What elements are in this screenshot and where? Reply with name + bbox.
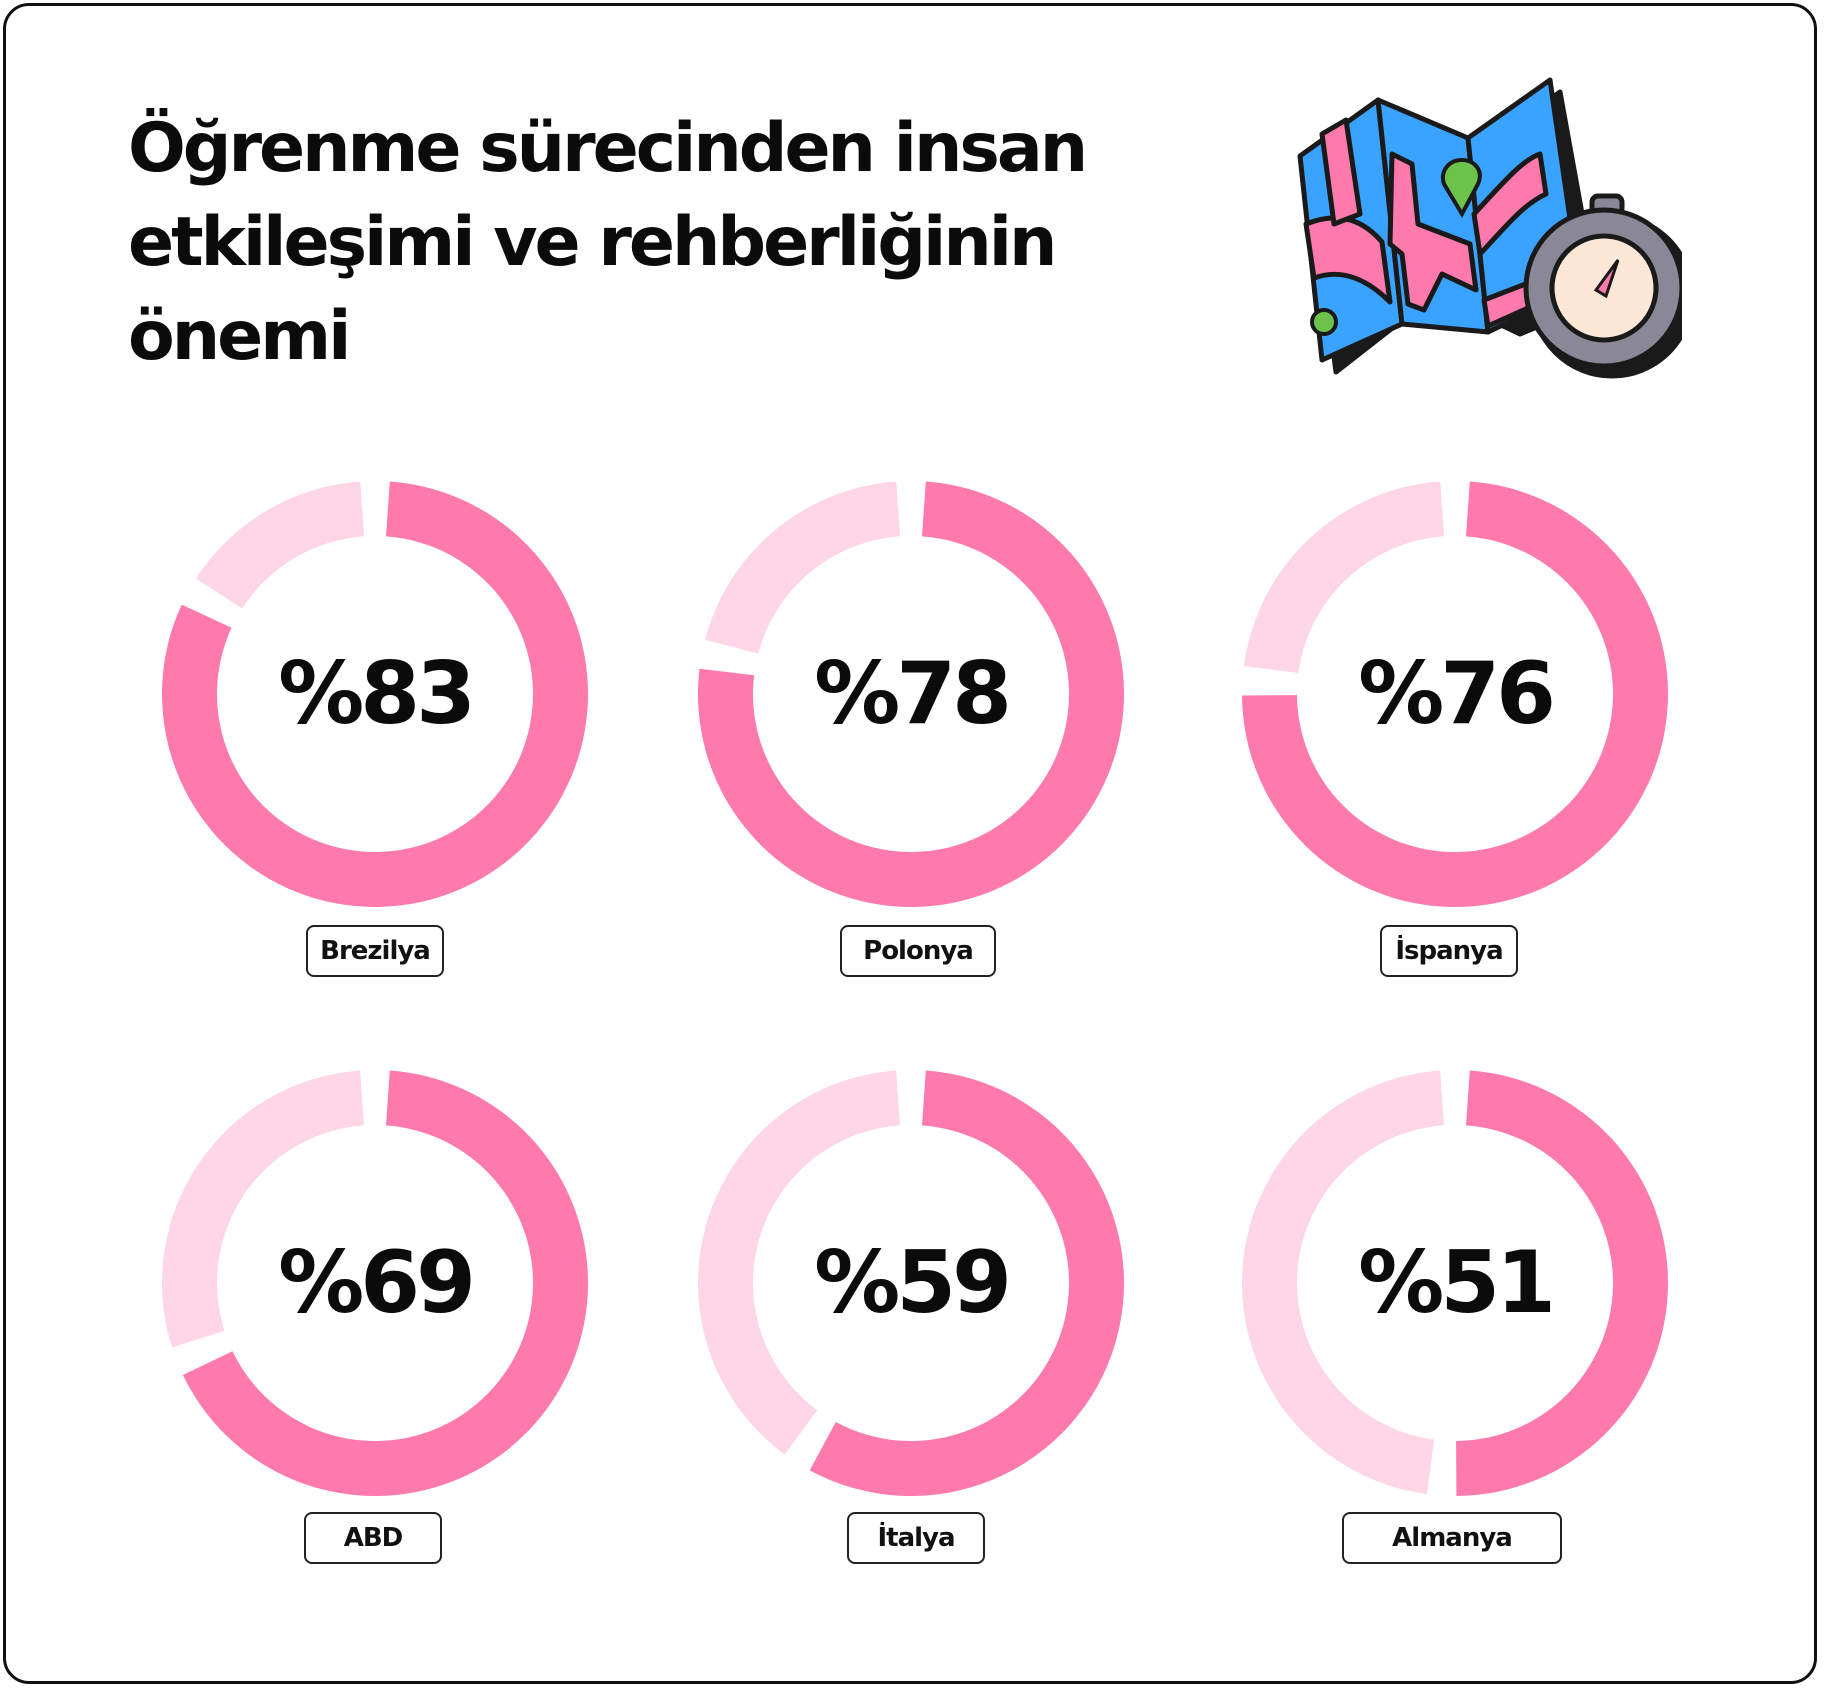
donut-value-label: %51 bbox=[1358, 1233, 1556, 1333]
donut-value-segment bbox=[809, 1070, 1124, 1496]
category-label-almanya: Almanya bbox=[1342, 1512, 1562, 1564]
category-label-polonya: Polonya bbox=[840, 925, 996, 977]
compass-icon bbox=[1523, 193, 1682, 379]
donut-chart-italya: %59 bbox=[691, 1063, 1131, 1503]
donut-value-label: %59 bbox=[814, 1233, 1012, 1333]
donut-value-label: %69 bbox=[278, 1233, 476, 1333]
category-label-ispanya: İspanya bbox=[1380, 925, 1518, 977]
donut-chart-polonya: %78 bbox=[691, 474, 1131, 914]
donut-chart-ispanya: %76 bbox=[1235, 474, 1675, 914]
donut-track-segment bbox=[698, 1070, 901, 1455]
donut-value-label: %78 bbox=[814, 644, 1012, 744]
donut-chart-almanya: %51 bbox=[1235, 1063, 1675, 1503]
donut-track-segment bbox=[195, 481, 365, 609]
category-label-italya: İtalya bbox=[847, 1512, 985, 1564]
map-compass-illustration bbox=[1297, 77, 1682, 379]
donut-track-segment bbox=[705, 481, 901, 654]
donut-value-label: %83 bbox=[278, 644, 476, 744]
donut-value-label: %76 bbox=[1358, 644, 1556, 744]
donut-value-segment bbox=[1456, 1070, 1668, 1496]
donut-chart-abd: %69 bbox=[155, 1063, 595, 1503]
donut-chart-brezilya: %83 bbox=[155, 474, 595, 914]
location-pin-icon bbox=[1310, 157, 1482, 336]
page-title: Öğrenme sürecinden insan etkileşimi ve r… bbox=[128, 109, 1088, 376]
category-label-abd: ABD bbox=[304, 1512, 442, 1564]
donut-track-segment bbox=[1243, 481, 1445, 674]
category-label-brezilya: Brezilya bbox=[306, 925, 444, 977]
donut-track-segment bbox=[161, 1070, 365, 1348]
donut-track-segment bbox=[1242, 1070, 1445, 1495]
